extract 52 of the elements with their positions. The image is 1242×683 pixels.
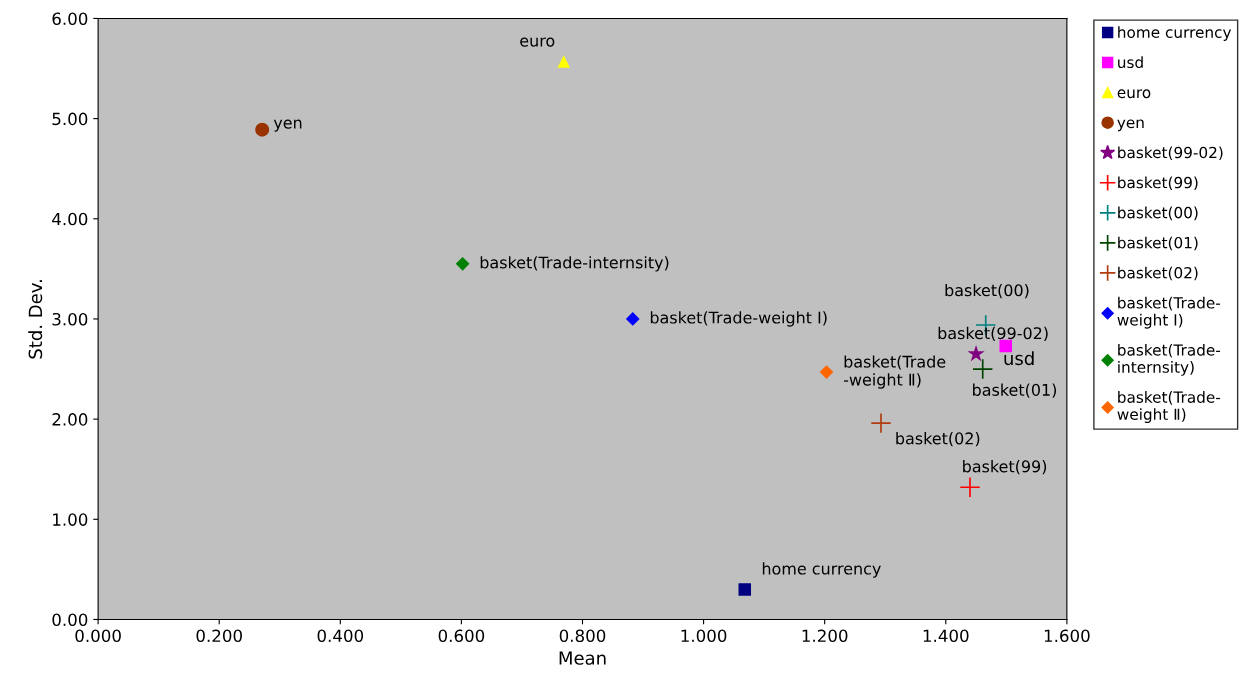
- point: [557, 55, 570, 68]
- legend-label: basket(Trade- weight Ⅱ): [1117, 391, 1221, 423]
- annotation: usd: [1004, 351, 1034, 366]
- point: [972, 358, 994, 380]
- annotation: basket(Trade -weight Ⅱ): [843, 355, 946, 389]
- legend-label: basket(99-02): [1118, 146, 1223, 161]
- legend-label: euro: [1117, 89, 1151, 99]
- y-tick-label: 6.00: [52, 12, 88, 26]
- y-tick-label: 0.00: [52, 613, 88, 627]
- legend-label: usd: [1118, 56, 1143, 69]
- point: [738, 583, 752, 596]
- point: [967, 344, 985, 362]
- y-tick-label: 3.00: [52, 312, 88, 326]
- point: [455, 256, 470, 271]
- y-tick-label: 5.00: [52, 112, 88, 126]
- annotation: basket(Trade-weight I): [650, 311, 827, 327]
- point: [959, 476, 981, 498]
- legend-label: basket(02): [1118, 266, 1198, 281]
- legend-label: basket(01): [1118, 236, 1198, 251]
- annotation: home currency: [762, 562, 881, 578]
- legend-label: basket(00): [1118, 206, 1198, 221]
- y-tick-label: 1.00: [53, 513, 88, 526]
- annotation: basket(Trade-internsity): [480, 256, 669, 272]
- legend-label: basket(Trade- weight I): [1117, 296, 1221, 329]
- annotation: yen: [273, 119, 302, 132]
- legend-label: yen: [1117, 119, 1144, 132]
- annotation: basket(02): [896, 432, 980, 447]
- y-tick-label: 4.00: [52, 212, 88, 226]
- annotation: euro: [520, 37, 555, 47]
- legend-label: basket(Trade- internsity): [1118, 343, 1221, 376]
- point: [819, 365, 834, 379]
- x-axis-title: Mean: [559, 651, 606, 665]
- y-axis-title: Std. Dev.: [28, 280, 43, 359]
- x-tick-label: 0.200: [196, 629, 242, 643]
- annotation: basket(01): [973, 383, 1057, 398]
- x-tick-label: 0.600: [438, 629, 485, 643]
- point: [870, 412, 892, 434]
- x-tick-label: 1.600: [1044, 629, 1090, 643]
- x-tick-label: 0.800: [559, 629, 606, 643]
- x-tick-label: 0.000: [75, 629, 121, 643]
- annotation: basket(99): [963, 460, 1047, 475]
- x-tick-label: 1.400: [923, 629, 969, 643]
- y-tick-label: 2.00: [52, 413, 88, 426]
- x-tick-label: 1.200: [802, 629, 848, 643]
- annotation: basket(00): [945, 283, 1029, 299]
- point: [625, 312, 640, 326]
- legend-label: basket(99): [1118, 176, 1198, 191]
- legend-label: home currency: [1118, 26, 1232, 41]
- annotation: basket(99-02): [938, 326, 1048, 342]
- x-tick-label: 1.000: [681, 629, 727, 643]
- x-tick-label: 0.400: [317, 629, 364, 643]
- point: [255, 122, 270, 137]
